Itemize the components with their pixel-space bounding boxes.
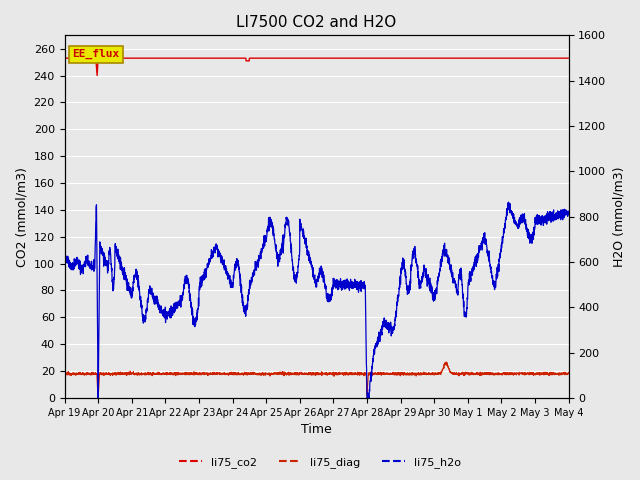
Y-axis label: H2O (mmol/m3): H2O (mmol/m3): [612, 167, 625, 267]
X-axis label: Time: Time: [301, 423, 332, 436]
Text: EE_flux: EE_flux: [72, 49, 119, 60]
Y-axis label: CO2 (mmol/m3): CO2 (mmol/m3): [15, 167, 28, 266]
Legend: li75_co2, li75_diag, li75_h2o: li75_co2, li75_diag, li75_h2o: [175, 452, 465, 472]
Title: LI7500 CO2 and H2O: LI7500 CO2 and H2O: [236, 15, 397, 30]
